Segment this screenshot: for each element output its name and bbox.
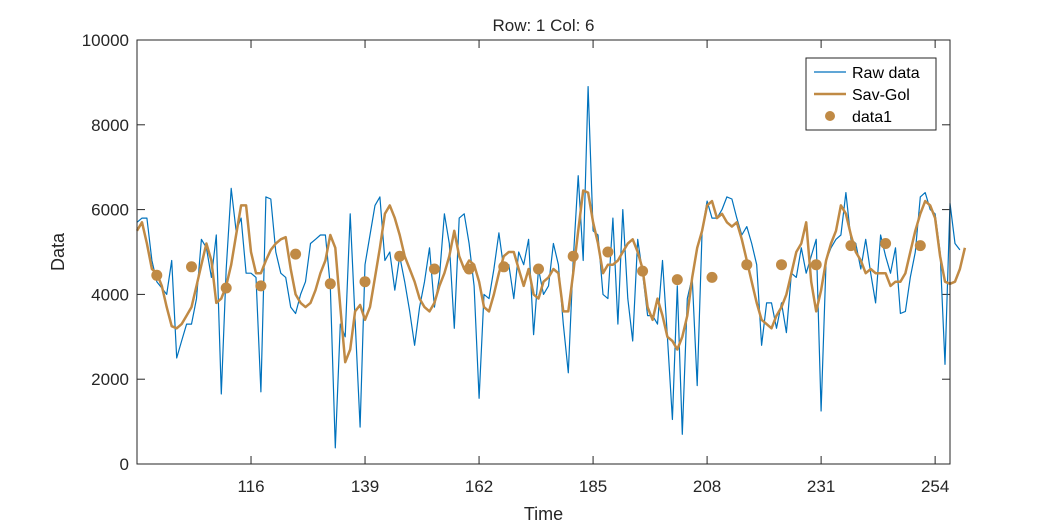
legend: Raw data Sav-Gol data1: [805, 57, 937, 131]
legend-label-raw-data: Raw data: [852, 65, 920, 82]
data1-point: [151, 269, 163, 281]
y-tick-label: 0: [120, 455, 129, 474]
data1-point: [880, 238, 892, 249]
data1-point: [324, 278, 336, 290]
data1-point: [220, 282, 232, 294]
data1-point: [186, 261, 197, 273]
x-tick-label: 139: [351, 477, 379, 496]
x-tick-label: 116: [237, 477, 264, 496]
y-axis-ticks: 0 2000 4000 6000 8000 10000: [82, 31, 950, 474]
data1-point: [428, 263, 440, 275]
data1-point: [394, 250, 406, 262]
data1-point: [602, 246, 614, 258]
data1-point: [359, 276, 371, 288]
series-layer: [135, 85, 967, 449]
data1-point: [463, 263, 475, 275]
data1-point: [706, 271, 718, 283]
data1-point: [567, 250, 579, 262]
x-tick-label: 254: [921, 477, 949, 496]
y-axis-label: Data: [48, 232, 68, 271]
data1-point: [637, 265, 649, 277]
data1-point: [810, 259, 822, 271]
data1-point: [498, 261, 510, 273]
x-tick-label: 162: [465, 477, 493, 496]
x-tick-label: 231: [807, 477, 835, 496]
data1-point: [290, 248, 302, 260]
sav-gol-line: [135, 189, 967, 364]
chart-title: Row: 1 Col: 6: [492, 16, 594, 35]
data1-point: [533, 263, 544, 275]
data1-point: [255, 280, 267, 292]
x-tick-label: 208: [693, 477, 721, 496]
data1-point: [845, 240, 857, 252]
data1-point: [776, 259, 787, 271]
legend-label-data1: data1: [852, 109, 892, 126]
legend-label-sav-gol: Sav-Gol: [852, 87, 910, 104]
data1-point: [741, 259, 753, 271]
y-tick-label: 6000: [91, 201, 129, 220]
y-tick-label: 4000: [91, 285, 129, 304]
legend-swatch-data1: [825, 111, 835, 121]
data1-point: [914, 240, 926, 252]
x-axis-ticks: 116 139 162 185 208 231 254: [237, 40, 949, 496]
y-tick-label: 8000: [91, 116, 129, 135]
x-axis-label: Time: [524, 504, 563, 524]
raw-data-line: [136, 85, 961, 449]
y-tick-label: 10000: [82, 31, 129, 50]
x-tick-label: 185: [579, 477, 607, 496]
y-tick-label: 2000: [91, 370, 129, 389]
plot-frame: [136, 39, 951, 465]
data1-point: [671, 274, 683, 286]
